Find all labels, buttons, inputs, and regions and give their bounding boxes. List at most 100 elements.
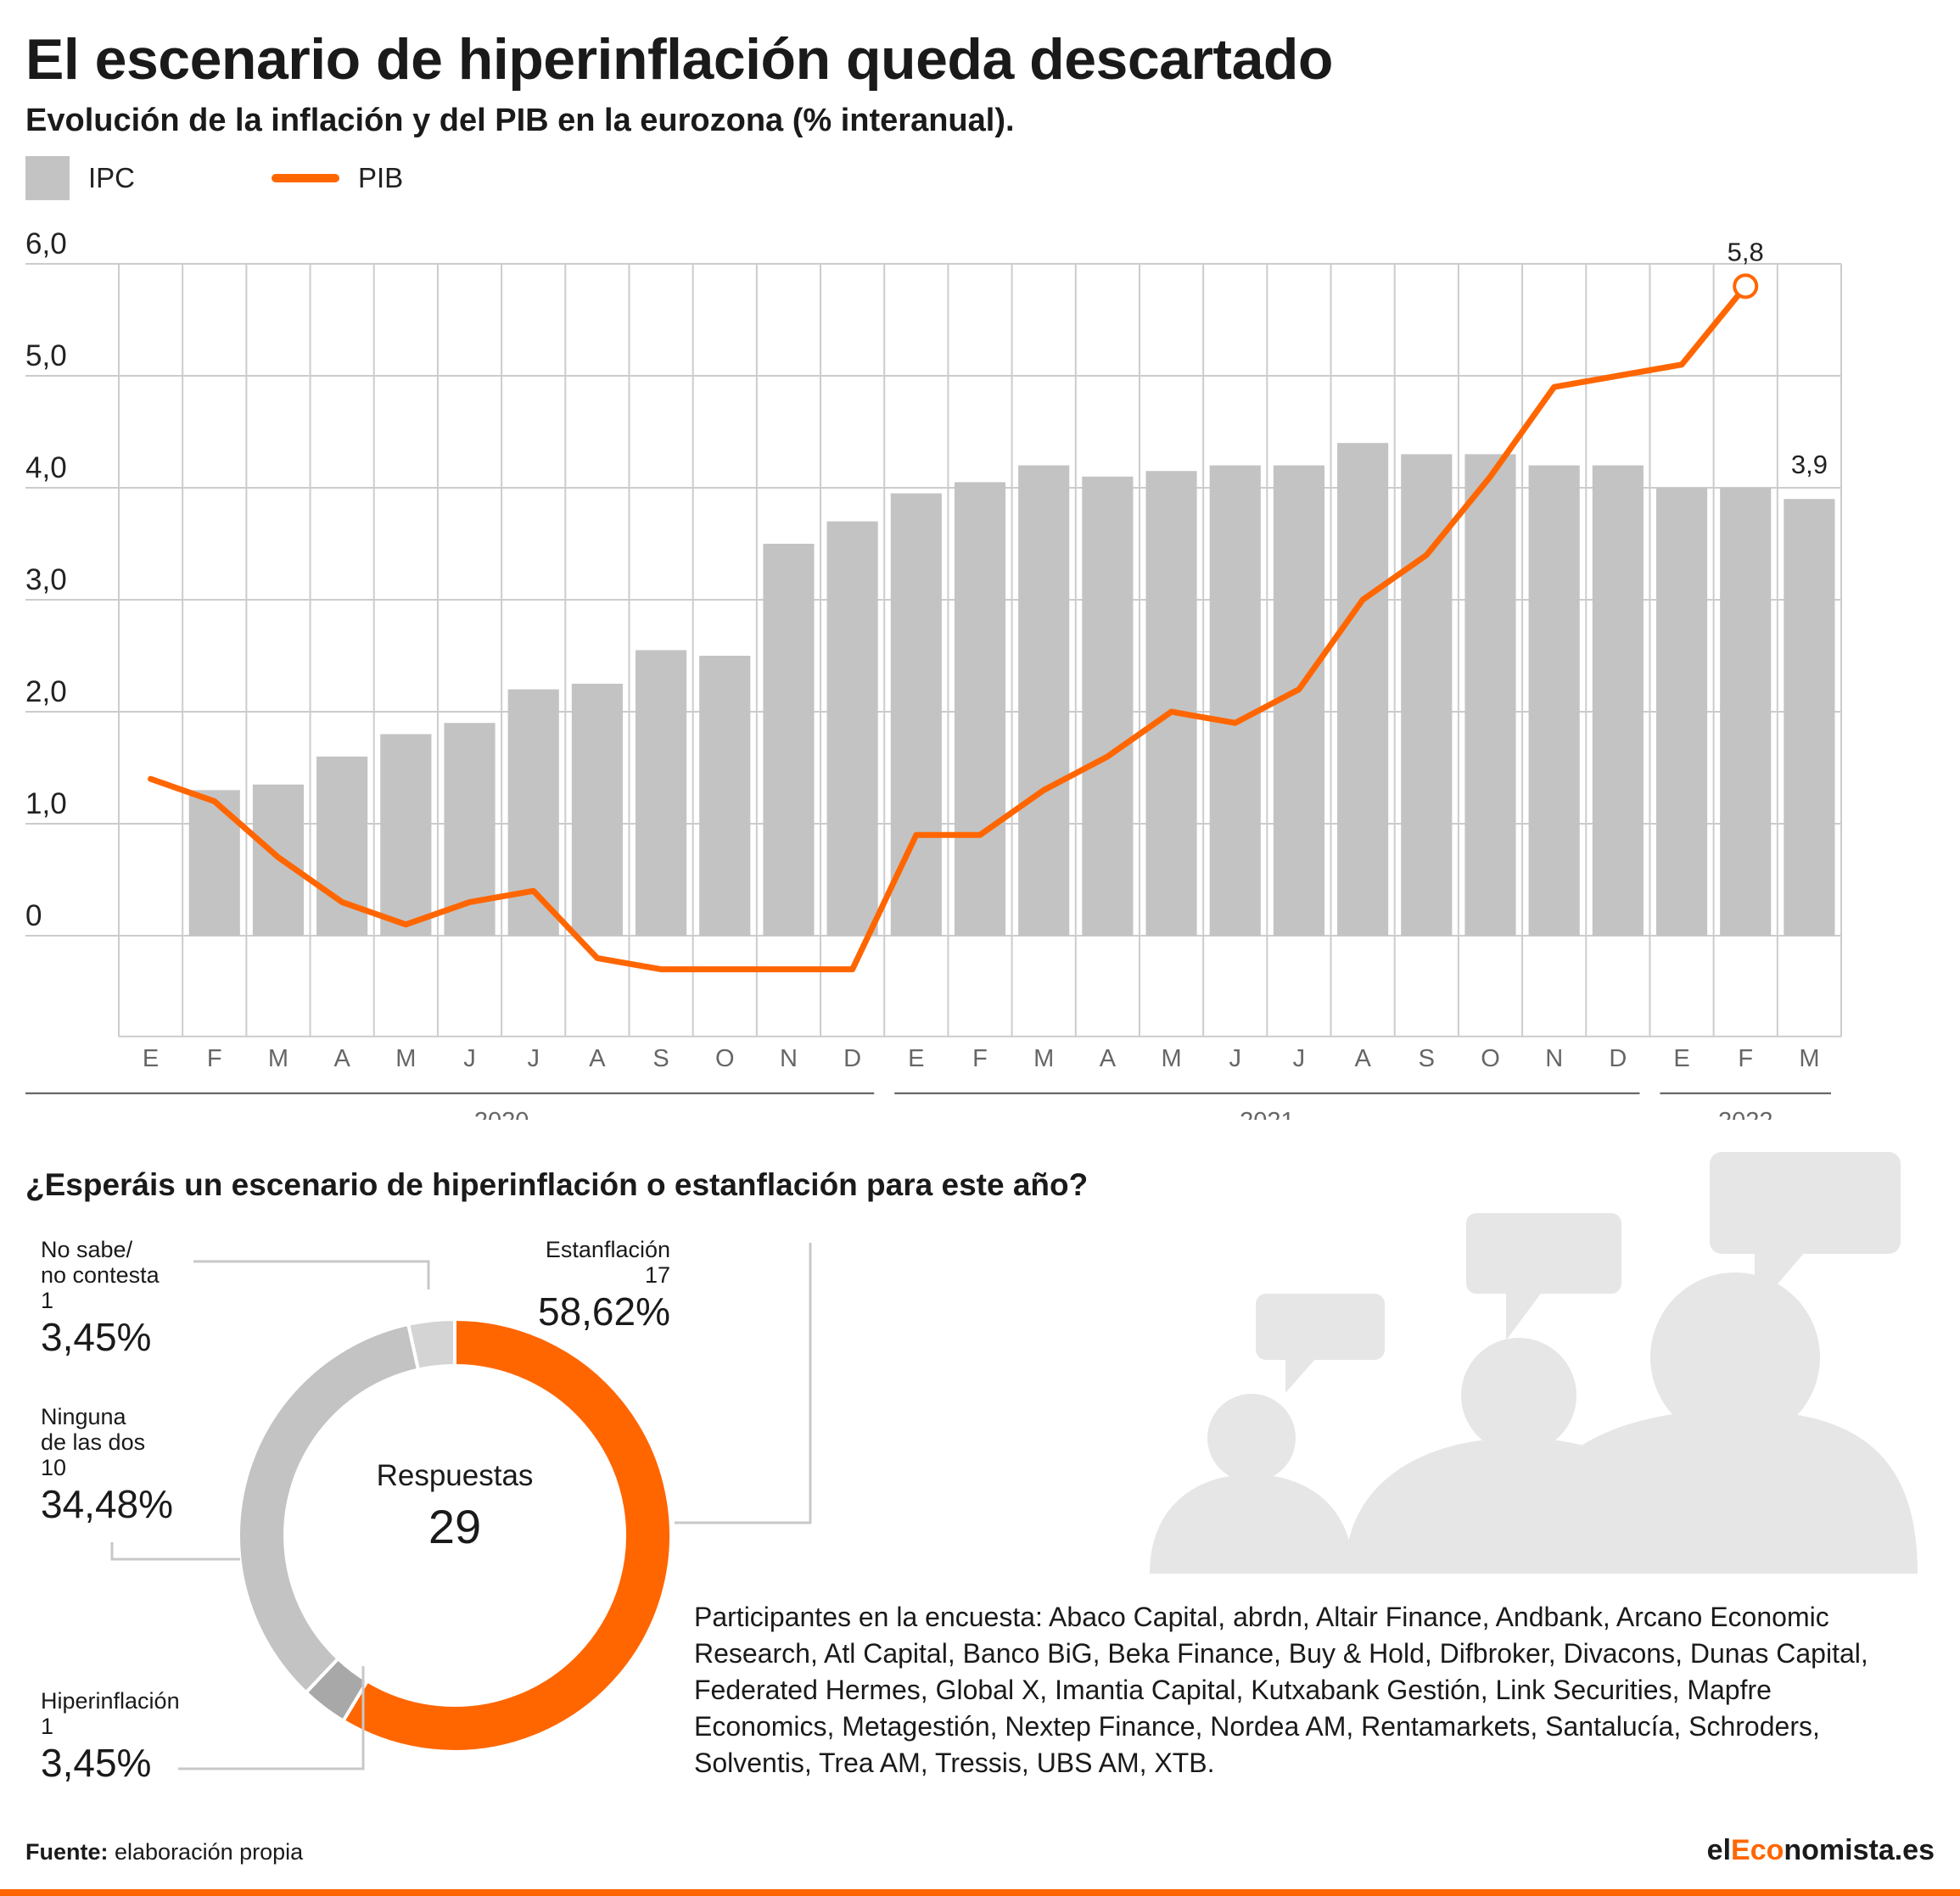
legend-ipc-label: IPC: [88, 162, 136, 193]
x-tick-label: N: [1545, 1045, 1563, 1072]
year-label: 2022: [1718, 1108, 1773, 1120]
ipc-bar: [1145, 471, 1197, 936]
ipc-bar: [1082, 476, 1134, 936]
ninguna-count: 10: [41, 1455, 67, 1480]
ipc-bar: [1720, 488, 1772, 936]
y-tick-label: 1,0: [25, 787, 67, 820]
donut-slice-ns_nc: [406, 1317, 456, 1373]
ipc-bar: [380, 734, 432, 936]
x-tick-label: M: [395, 1045, 416, 1072]
ipc-bar: [1528, 465, 1580, 936]
estanflacion-count: 17: [644, 1262, 670, 1288]
brand-logo: elEconomista.es: [1707, 1834, 1935, 1867]
donut-leader-line: [110, 1542, 240, 1561]
ninguna-pct: 34,48%: [41, 1482, 174, 1526]
ninguna-name-line2: de las dos: [41, 1429, 146, 1455]
label-ninguna: Ninguna de las dos 10 34,48%: [41, 1404, 173, 1528]
x-tick-label: M: [1799, 1045, 1819, 1072]
data-label-ipc: 3,9: [1791, 450, 1828, 479]
ipc-bar: [890, 493, 942, 936]
x-tick-label: E: [1673, 1045, 1689, 1072]
x-tick-label: D: [1609, 1045, 1627, 1072]
pib-last-point-marker: [1733, 273, 1759, 299]
label-hiperinflacion: Hiperinflación 1 3,45%: [41, 1688, 180, 1787]
ipc-bar: [826, 521, 878, 936]
x-tick-label: S: [652, 1045, 669, 1072]
ipc-bar: [571, 684, 623, 936]
x-tick-label: M: [268, 1045, 288, 1072]
donut-total: 29: [428, 1500, 482, 1553]
x-tick-label: F: [972, 1045, 988, 1072]
donut-center-label: Respuestas: [376, 1459, 534, 1492]
ns-nc-pct: 3,45%: [41, 1315, 152, 1359]
y-tick-label: 6,0: [25, 227, 67, 260]
y-tick-label: 3,0: [25, 563, 67, 596]
ipc-bar: [636, 650, 687, 936]
ipc-bar: [1209, 465, 1261, 936]
x-tick-label: S: [1419, 1045, 1435, 1072]
ipc-bar: [699, 656, 751, 936]
legend-ipc-swatch: [25, 156, 70, 200]
y-tick-label: 2,0: [25, 675, 67, 708]
x-tick-label: M: [1033, 1045, 1054, 1072]
year-label: 2020: [474, 1108, 529, 1120]
donut-center: Respuestas 29: [377, 1457, 534, 1559]
data-label-pib: 5,8: [1728, 237, 1764, 266]
source-label: Fuente:: [25, 1839, 109, 1865]
source-note: Fuente: elaboración propia: [25, 1839, 303, 1865]
hiper-name: Hiperinflación: [41, 1688, 180, 1714]
x-tick-label: M: [1161, 1045, 1181, 1072]
x-tick-label: N: [780, 1045, 798, 1072]
y-tick-label: 4,0: [25, 451, 67, 484]
legend-pib: PIB: [272, 153, 403, 204]
chart-subtitle: Evolución de la inflación y del PIB en l…: [25, 103, 1015, 138]
ninguna-name-line1: Ninguna: [41, 1404, 126, 1429]
ipc-bar: [1401, 454, 1453, 936]
x-tick-label: F: [207, 1045, 222, 1072]
ipc-bar: [1784, 499, 1835, 936]
ipc-pib-chart: 6,0 5,0 4,0 3,0 2,0 1,0 0 5,8 3,9 E F M A M J J A S O N D E F M…: [25, 227, 1842, 1120]
ipc-bar: [507, 689, 559, 936]
x-tick-label: D: [843, 1045, 861, 1072]
x-tick-label: A: [589, 1045, 606, 1072]
donut-leader-line: [193, 1260, 430, 1289]
ipc-bar: [188, 790, 240, 936]
year-label: 2021: [1240, 1108, 1295, 1120]
x-tick-label: E: [143, 1045, 159, 1072]
brand-prefix: el: [1706, 1834, 1732, 1866]
ipc-bar: [1337, 443, 1389, 936]
legend-ipc: IPC: [25, 153, 135, 204]
x-tick-label: A: [1354, 1045, 1371, 1072]
hiper-count: 1: [41, 1714, 54, 1739]
ipc-bar: [1655, 488, 1708, 936]
brand-suffix: nomista.es: [1784, 1834, 1935, 1866]
survey-question: ¿Esperáis un escenario de hiperinflación…: [25, 1167, 1089, 1202]
x-tick-label: F: [1738, 1045, 1753, 1072]
x-tick-label: J: [1293, 1045, 1306, 1072]
participants-list: Participantes en la encuesta: Abaco Capi…: [694, 1602, 1868, 1778]
x-tick-label: O: [715, 1045, 735, 1072]
ns-nc-count: 1: [41, 1288, 54, 1313]
x-tick-label: E: [908, 1045, 924, 1072]
source-text: elaboración propia: [108, 1839, 304, 1865]
ipc-bar: [954, 482, 1006, 936]
label-ns-nc: No sabe/ no contesta 1 3,45%: [41, 1237, 160, 1361]
y-tick-label: 5,0: [25, 339, 67, 372]
donut-leader-line: [675, 1243, 812, 1524]
estanflacion-name: Estanflación: [545, 1237, 670, 1262]
pib-line: [148, 282, 1749, 973]
legend-pib-label: PIB: [358, 162, 404, 193]
label-estanflacion: Estanflación 17 58,62%: [538, 1237, 670, 1335]
estanflacion-pct: 58,62%: [537, 1289, 670, 1334]
people-speech-bubbles-icon: [1150, 1152, 1918, 1574]
x-tick-label: J: [1229, 1045, 1241, 1072]
legend-pib-swatch: [272, 174, 339, 182]
donut-slice-hiper: [303, 1656, 370, 1724]
ipc-bar: [1464, 454, 1516, 936]
chart-title: El escenario de hiperinflación queda des…: [25, 27, 1333, 92]
ipc-bar: [763, 544, 815, 936]
ns-nc-name-line2: no contesta: [41, 1262, 160, 1288]
x-tick-label: O: [1481, 1045, 1500, 1072]
bottom-accent-bar: [0, 1889, 1960, 1896]
ipc-bar: [1592, 465, 1644, 936]
